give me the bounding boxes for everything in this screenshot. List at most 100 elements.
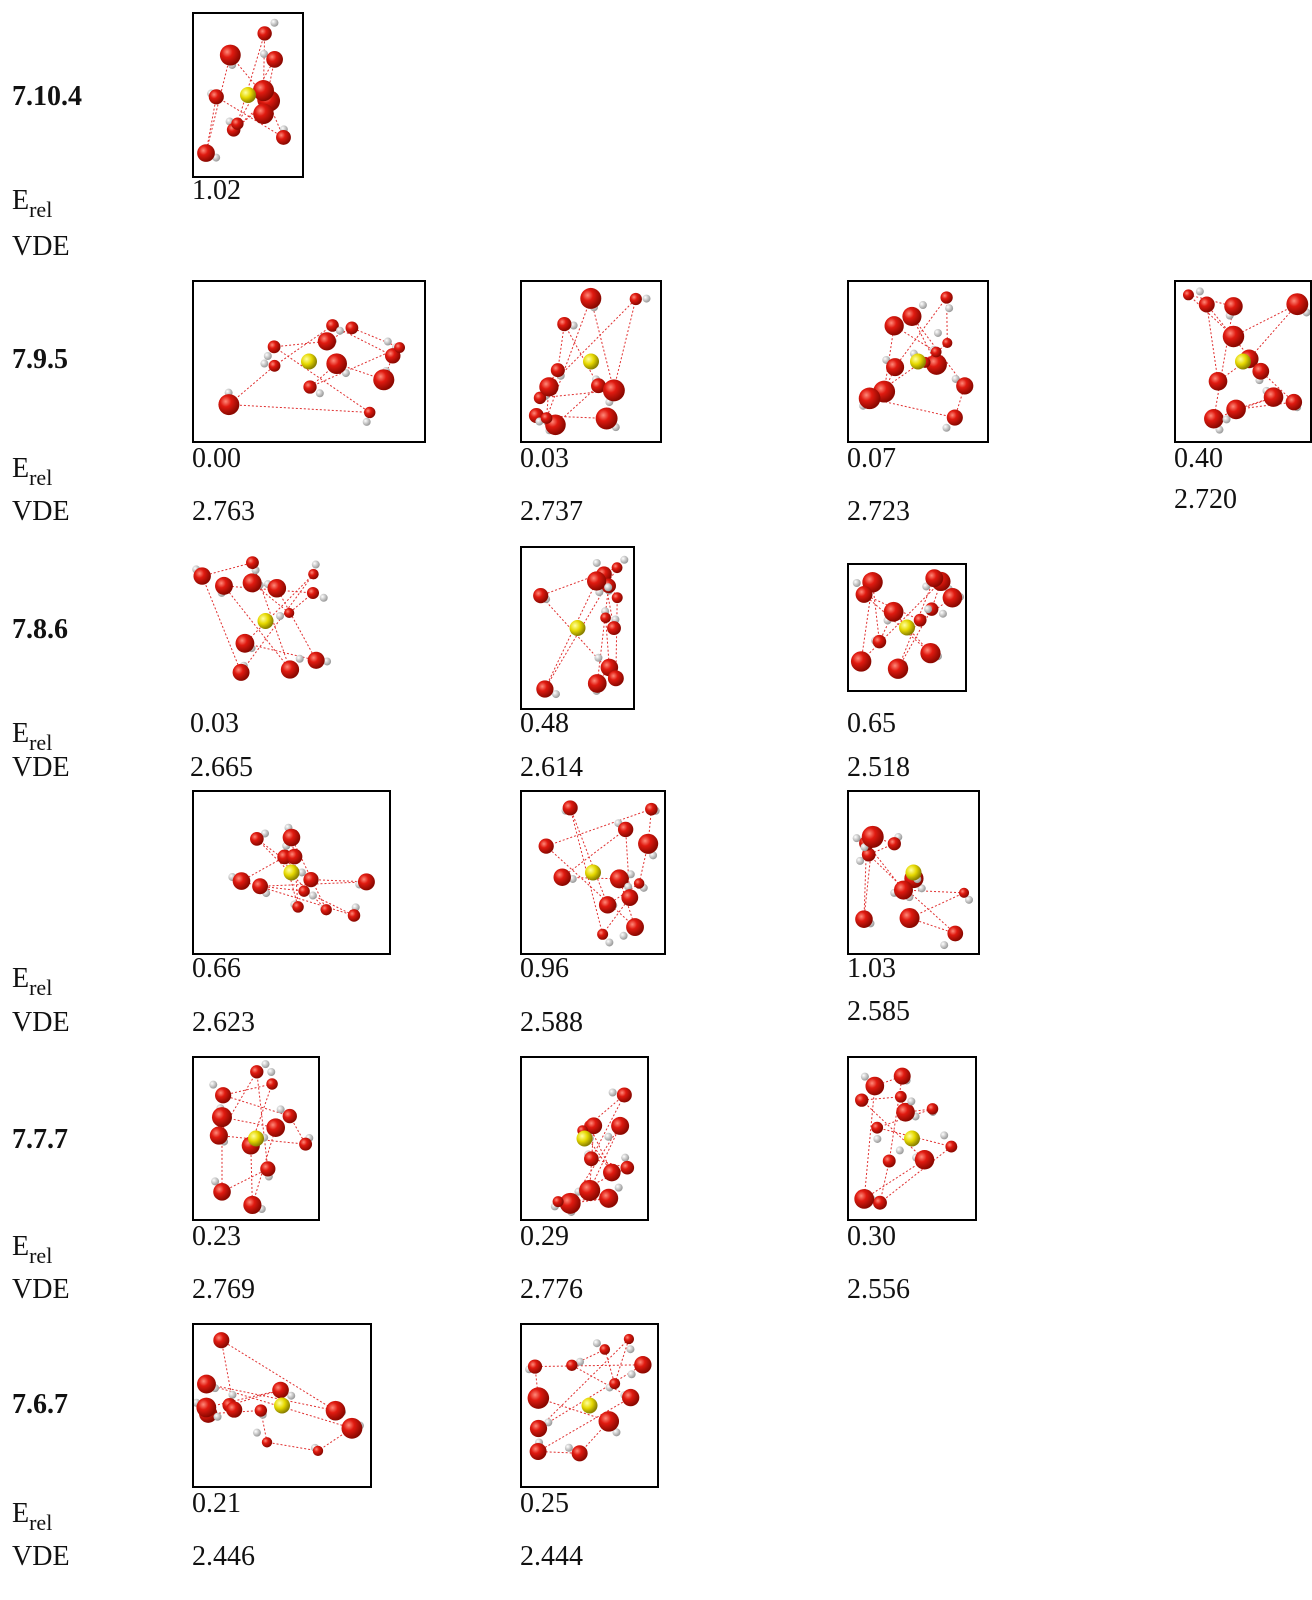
atom: [621, 1388, 640, 1407]
atom: [1208, 371, 1228, 391]
atom: [856, 856, 865, 865]
atom: [246, 556, 259, 570]
atom: [303, 380, 317, 394]
h-bond: [877, 1127, 952, 1148]
atom: [282, 828, 301, 847]
atom: [926, 1103, 939, 1115]
atom: [597, 928, 609, 940]
h-bond: [262, 33, 266, 91]
structure-image: [192, 280, 426, 443]
atom: [945, 1140, 958, 1153]
atom: [319, 593, 328, 602]
h-bond: [879, 1146, 952, 1204]
atom: [345, 321, 359, 335]
atom: [861, 825, 884, 848]
h-bond: [546, 298, 592, 419]
molecule: [525, 1333, 652, 1462]
relative-energy: 0.23: [192, 1221, 241, 1252]
atom: [947, 925, 964, 942]
atom: [252, 1428, 261, 1437]
h-bond: [244, 573, 314, 644]
h-bond: [205, 96, 217, 154]
atom: [860, 1072, 869, 1081]
atom: [599, 1188, 619, 1208]
atom: [213, 1412, 222, 1421]
structure-image: [190, 548, 345, 698]
atom: [299, 1137, 313, 1151]
atom: [283, 864, 300, 881]
atom: [529, 1419, 548, 1438]
h-bond: [897, 608, 933, 669]
atom: [252, 878, 269, 895]
atom: [231, 117, 244, 130]
atom: [896, 1102, 915, 1122]
molecule: [228, 823, 375, 922]
relative-energy: 0.40: [1174, 443, 1223, 474]
molecule: [209, 1060, 314, 1215]
vde-value: 2.720: [1174, 484, 1237, 515]
atom: [873, 1195, 887, 1210]
molecule: [852, 825, 973, 950]
atom: [583, 353, 599, 370]
atom: [893, 880, 913, 900]
atom: [538, 838, 554, 854]
h-bond: [266, 1441, 319, 1452]
atom: [257, 613, 274, 629]
atom: [850, 651, 872, 672]
atom: [261, 1060, 270, 1069]
atom: [286, 848, 303, 865]
relative-energy: 0.25: [520, 1488, 569, 1519]
h-bond: [244, 642, 317, 661]
structure-image: [520, 1056, 649, 1221]
atom: [626, 1345, 635, 1354]
h-bond: [201, 575, 242, 673]
relative-energy: 0.66: [192, 953, 241, 984]
atom: [895, 1146, 904, 1155]
atom: [633, 878, 645, 889]
atom: [536, 680, 554, 698]
atom: [562, 800, 578, 816]
atom: [604, 1132, 613, 1141]
relative-energy: 1.03: [847, 953, 896, 984]
atom: [557, 316, 572, 332]
e-symbol: E: [12, 718, 30, 749]
relative-energy: 0.00: [192, 443, 241, 474]
atom: [566, 1359, 578, 1371]
atom: [951, 374, 960, 383]
atom: [394, 342, 406, 354]
atom: [605, 938, 614, 947]
atom: [569, 620, 586, 636]
atom: [883, 601, 904, 622]
atom: [626, 870, 635, 879]
atom: [282, 1108, 297, 1124]
atom: [899, 619, 915, 636]
atom: [364, 406, 376, 419]
atom: [899, 908, 920, 929]
atom: [292, 901, 304, 913]
h-bond: [223, 1083, 273, 1096]
h-bond: [309, 347, 400, 388]
vde-label: VDE: [12, 231, 70, 262]
atom: [211, 1177, 220, 1186]
atom: [624, 882, 633, 891]
atom: [930, 346, 942, 358]
atom: [550, 363, 565, 378]
e-subscript: rel: [29, 1510, 53, 1535]
h-bond: [205, 54, 231, 154]
atom: [287, 1391, 296, 1400]
structure-image: [192, 1056, 320, 1221]
e-subscript: rel: [29, 1243, 53, 1268]
atom: [576, 1357, 585, 1366]
atom: [303, 871, 319, 888]
atom: [312, 1445, 324, 1457]
atom: [612, 1428, 621, 1437]
atom: [603, 1163, 621, 1182]
atom: [594, 653, 603, 662]
atom: [626, 918, 644, 937]
h-bond: [310, 879, 367, 883]
atom: [925, 569, 944, 588]
e-subscript: rel: [29, 730, 53, 755]
atom: [571, 1445, 588, 1462]
atom: [620, 555, 629, 564]
h-bond: [1248, 303, 1298, 360]
